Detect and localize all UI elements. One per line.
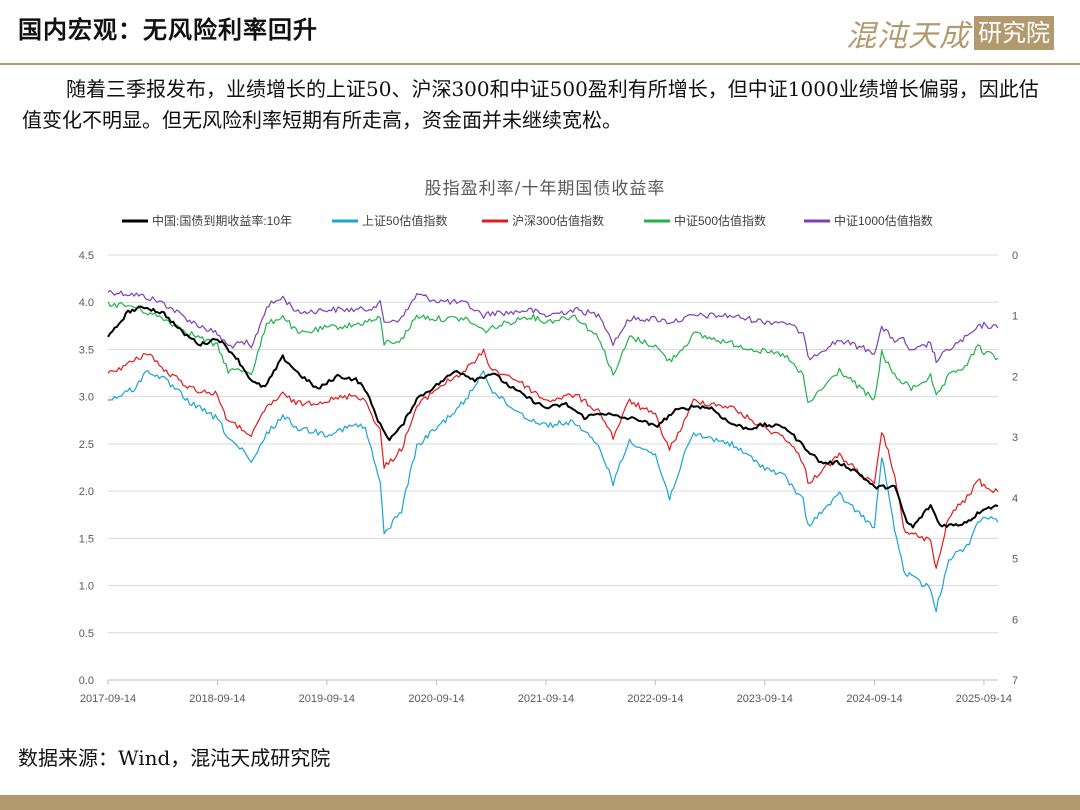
chart-title: 股指盈利率/十年期国债收益率 [424,179,666,199]
legend-entry: 上证50估值指数 [362,213,447,228]
logo-box-text: 研究院 [974,16,1054,50]
x-tick-label: 2018-09-14 [189,693,245,705]
y-right-tick-label: 1 [1012,311,1018,323]
page-title: 国内宏观：无风险利率回升 [18,15,318,44]
legend-entry: 沪深300估值指数 [512,213,604,228]
y-right-tick-label: 7 [1012,675,1018,687]
y-left-tick-label: 4.0 [79,297,94,309]
legend-entry: 中国:国债到期收益率:10年 [152,213,292,228]
x-tick-label: 2024-09-14 [846,693,902,705]
y-left-tick-label: 3.5 [79,344,94,356]
y-right-tick-label: 6 [1012,614,1018,626]
y-left-tick-label: 0.5 [79,628,94,640]
y-right-tick-label: 4 [1012,493,1018,505]
series-line [107,370,999,613]
y-right-tick-label: 5 [1012,554,1018,566]
x-tick-label: 2025-09-14 [956,693,1012,705]
y-right-tick-label: 3 [1012,432,1018,444]
x-tick-label: 2021-09-14 [518,693,574,705]
intro-paragraph: 随着三季报发布，业绩增长的上证50、沪深300和中证500盈利有所增长，但中证1… [22,77,1039,132]
logo-text: 混沌天成 [846,19,970,54]
line-chart: 0.00.51.01.52.02.53.03.54.04.5 0123456720… [79,213,1018,705]
footer-bar [0,795,1080,810]
legend-entry: 中证500估值指数 [674,213,766,228]
x-tick-label: 2023-09-14 [737,693,793,705]
header-divider [0,63,1080,65]
y-left-tick-label: 2.0 [79,486,94,498]
y-left-tick-label: 1.0 [79,581,94,593]
y-left-tick-label: 4.5 [79,250,94,262]
series-line [107,348,999,569]
x-tick-label: 2022-09-14 [627,693,683,705]
series-line [107,301,999,403]
x-tick-label: 2019-09-14 [299,693,355,705]
y-left-tick-label: 0.0 [79,675,94,687]
series-line [107,305,999,529]
y-left-tick-label: 1.5 [79,533,94,545]
series-line [107,289,999,364]
x-tick-label: 2020-09-14 [408,693,464,705]
y-left-tick-label: 2.5 [79,439,94,451]
legend-entry: 中证1000估值指数 [834,213,933,228]
y-right-tick-label: 0 [1012,250,1018,262]
x-tick-label: 2017-09-14 [80,693,136,705]
chart-container: 股指盈利率/十年期国债收益率 0.0 0.5 1.0 1.5 2.0 2.5 3.0 3.5 4… [60,165,1030,715]
y-left-tick-label: 3.0 [79,392,94,404]
data-source: 数据来源：Wind，混沌天成研究院 [18,746,331,770]
y-right-tick-label: 2 [1012,371,1018,383]
brand-logo: 混沌天成 研究院 [846,14,1054,54]
